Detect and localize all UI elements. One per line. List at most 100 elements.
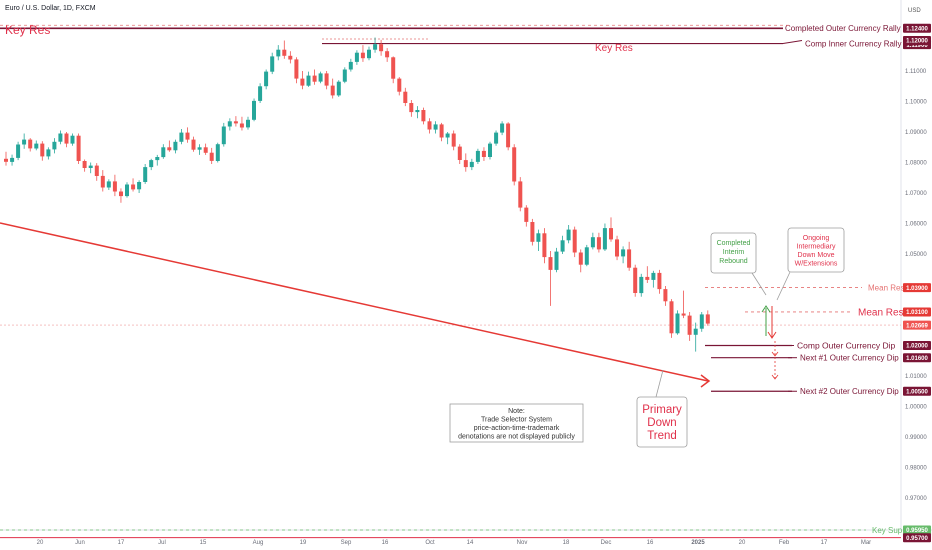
- y-tick-4: 1.07000: [905, 191, 927, 197]
- trendline-arrowhead: [700, 374, 711, 388]
- candle-body-40: [246, 119, 250, 128]
- ongoing-move-callout: Ongoing Intermediary Down Move W/Extensi…: [776, 227, 845, 301]
- candle-body-51: [312, 75, 317, 82]
- candle-body-53: [324, 73, 329, 86]
- candle-body-48: [294, 59, 299, 79]
- y-tick-1: 1.10000: [905, 100, 927, 106]
- candle-body-64: [391, 57, 396, 79]
- completed-rebound-line-1: Completed: [717, 240, 751, 247]
- candle-body-85: [518, 181, 523, 208]
- candle-body-50: [306, 75, 311, 86]
- candle-body-31: [191, 139, 196, 150]
- candle-body-49: [300, 78, 305, 86]
- down-move-arrowhead: [767, 331, 777, 339]
- x-tick-11: Nov: [517, 540, 528, 546]
- candle-body-77: [469, 161, 474, 168]
- note-line-1: Note:: [508, 408, 525, 415]
- extra-price-tag-text-1: 1.02669: [906, 323, 928, 329]
- x-tick-3: Jul: [158, 540, 166, 546]
- note-line-4: denotations are not displayed publicly: [458, 434, 575, 441]
- candle-body-2: [16, 144, 21, 158]
- candle-body-102: [621, 249, 626, 257]
- candle-body-106: [645, 276, 650, 280]
- candle-body-88: [536, 233, 541, 242]
- candle-body-54: [330, 85, 335, 96]
- y-axis: 1.11000 1.10000 1.09000 1.08000 1.07000 1.060…: [905, 69, 927, 502]
- trendline: [0, 222, 709, 382]
- price-tag-text-0: 1.12400: [906, 27, 928, 33]
- candle-body-99: [602, 228, 607, 250]
- candle-body-109: [663, 289, 668, 302]
- price-tag-2: [903, 283, 931, 293]
- x-tick-18: 17: [821, 540, 828, 546]
- price-tag-7: [903, 525, 931, 535]
- price-tag-text-5: 1.01600: [906, 356, 928, 362]
- x-tick-7: Sep: [341, 540, 352, 546]
- ongoing-move-line-3: Down Move: [798, 252, 835, 259]
- candle-body-72: [439, 124, 444, 138]
- primary-trend-callout: Primary Down Trend: [636, 369, 688, 448]
- y-tick-2: 1.09000: [905, 130, 927, 136]
- candle-body-112: [681, 313, 686, 316]
- candle-body-13: [82, 161, 87, 168]
- price-tags: 1.12400 1.11900 1.03900 1.03100 1.02000 1.016…: [903, 23, 931, 543]
- candle-body-91: [554, 251, 559, 270]
- candle-body-17: [106, 181, 111, 188]
- x-tick-15: 2025: [691, 540, 705, 546]
- extra-price-tag-0: [903, 36, 931, 45]
- y-tick-6: 1.05000: [905, 252, 927, 258]
- candle-body-63: [385, 51, 390, 58]
- x-tick-12: 18: [563, 540, 570, 546]
- candle-body-83: [506, 123, 511, 148]
- x-tick-13: Dec: [601, 540, 612, 546]
- level-label-3: Mean Res: [858, 308, 904, 319]
- candle-body-68: [415, 110, 420, 113]
- y-tick-0: 1.11000: [905, 69, 927, 75]
- candle-body-43: [264, 71, 269, 87]
- candle-body-111: [675, 313, 680, 334]
- x-tick-5: Aug: [253, 540, 264, 546]
- candle-body-12: [76, 135, 81, 161]
- note-line-3: price-action-time-trademark: [474, 425, 560, 432]
- candle-body-75: [457, 146, 462, 160]
- candle-body-44: [270, 56, 275, 72]
- price-tag-4: [903, 341, 931, 350]
- candle-body-1: [10, 157, 15, 162]
- candles: [4, 37, 710, 352]
- candle-body-103: [627, 249, 632, 268]
- candle-body-69: [421, 110, 426, 122]
- candle-body-19: [119, 191, 123, 197]
- candle-body-58: [354, 52, 359, 62]
- completed-rebound-box: [710, 232, 757, 274]
- candle-body-60: [367, 49, 371, 59]
- y-tick-8: 1.00000: [905, 405, 927, 411]
- level-label-7: Key Sup: [872, 526, 903, 535]
- primary-trend-pointer: [655, 369, 664, 398]
- candle-body-97: [590, 237, 595, 248]
- ongoing-move-line-2: Intermediary: [797, 244, 836, 251]
- level-lines: Completed Outer Currency Rally Comp Inner…: [0, 24, 904, 539]
- candle-body-115: [699, 314, 704, 329]
- completed-rebound-callout: Completed Interim Rebound: [710, 232, 767, 296]
- candle-body-29: [179, 132, 184, 142]
- candle-body-98: [596, 237, 601, 250]
- candle-body-28: [173, 141, 178, 151]
- candle-body-34: [209, 152, 214, 161]
- level-label-0: Completed Outer Currency Rally: [785, 24, 901, 33]
- x-tick-16: 20: [739, 540, 746, 546]
- price-tag-6: [903, 386, 931, 396]
- candle-body-96: [584, 247, 589, 265]
- candle-body-66: [403, 91, 408, 103]
- level-label-2: Mean Res: [868, 283, 904, 292]
- candle-body-30: [185, 132, 190, 140]
- candle-body-24: [149, 160, 154, 168]
- candle-body-20: [125, 184, 129, 197]
- candle-body-114: [693, 328, 698, 335]
- candle-body-105: [639, 276, 644, 294]
- level-label-5: Next #1 Outer Currency Dip: [800, 354, 899, 363]
- ongoing-move-line-1: Ongoing: [803, 235, 830, 242]
- candle-body-107: [651, 272, 656, 280]
- candle-body-108: [657, 272, 662, 290]
- candle-body-9: [58, 133, 63, 142]
- ongoing-move-line-4: W/Extensions: [795, 261, 838, 268]
